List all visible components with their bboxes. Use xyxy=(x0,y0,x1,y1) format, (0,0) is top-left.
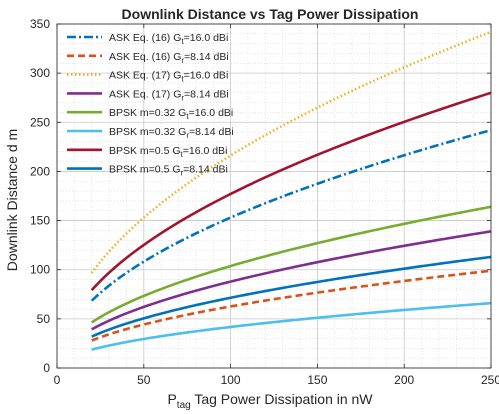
series-line-8 xyxy=(91,255,492,338)
y-tick-label: 100 xyxy=(30,263,50,277)
tick-labels: 0 50 100 150 200 250 0 50 100 150 200 250 300 350 xyxy=(30,17,499,387)
series-line-1 xyxy=(90,128,492,302)
series-group xyxy=(90,30,492,351)
series-line-4 xyxy=(91,230,492,331)
series-line-3 xyxy=(90,30,492,274)
axes-frame xyxy=(56,23,492,369)
y-tick-label: 200 xyxy=(30,164,50,178)
legend-label-4: ASK Eq. (17) Gr=8.14 dBi xyxy=(109,88,229,102)
plot-area-border xyxy=(56,23,492,369)
y-axis-title: Downlink Distance d m xyxy=(4,129,20,271)
x-axis-title-main: P xyxy=(167,391,176,407)
legend-label-3: ASK Eq. (17) Gt=16.0 dBi xyxy=(109,70,228,84)
legend-label-2: ASK Eq. (16) Gr=8.14 dBi xyxy=(109,51,229,65)
legend: ASK Eq. (16) Gt=16.0 dBi ASK Eq. (16) Gr=… xyxy=(67,32,234,178)
x-tick-label: 150 xyxy=(307,373,327,387)
x-tick-label: 0 xyxy=(54,373,61,387)
legend-label-7: BPSK m=0.5 Gt=16.0 dBi xyxy=(109,145,227,159)
series-line-5 xyxy=(91,205,492,324)
x-tick-label: 250 xyxy=(481,373,499,387)
x-axis-title-rest: Tag Power Dissipation in nW xyxy=(191,391,374,407)
y-tick-label: 350 xyxy=(30,17,50,31)
x-axis-title-sub: tag xyxy=(177,400,191,411)
x-tick-label: 100 xyxy=(221,373,241,387)
x-tick-label: 50 xyxy=(137,373,151,387)
series-line-2 xyxy=(91,269,492,342)
series-line-7 xyxy=(90,91,492,292)
y-tick-label: 50 xyxy=(37,312,51,326)
legend-label-5: BPSK m=0.32 Gt=16.0 dBi xyxy=(109,107,233,121)
series-line-6 xyxy=(91,301,492,351)
x-axis-title: Ptag Tag Power Dissipation in nW xyxy=(167,391,373,411)
legend-label-6: BPSK m=0.32 Gr=8.14 dBi xyxy=(109,126,234,140)
legend-label-1: ASK Eq. (16) Gt=16.0 dBi xyxy=(109,32,228,46)
y-tick-label: 150 xyxy=(30,214,50,228)
y-tick-label: 0 xyxy=(43,361,50,375)
y-tick-label: 250 xyxy=(30,115,50,129)
y-tick-label: 300 xyxy=(30,66,50,80)
legend-label-8: BPSK m=0.5 Gr=8.14 dBi xyxy=(109,164,228,178)
x-tick-label: 200 xyxy=(394,373,414,387)
chart-title: Downlink Distance vs Tag Power Dissipati… xyxy=(122,6,419,22)
